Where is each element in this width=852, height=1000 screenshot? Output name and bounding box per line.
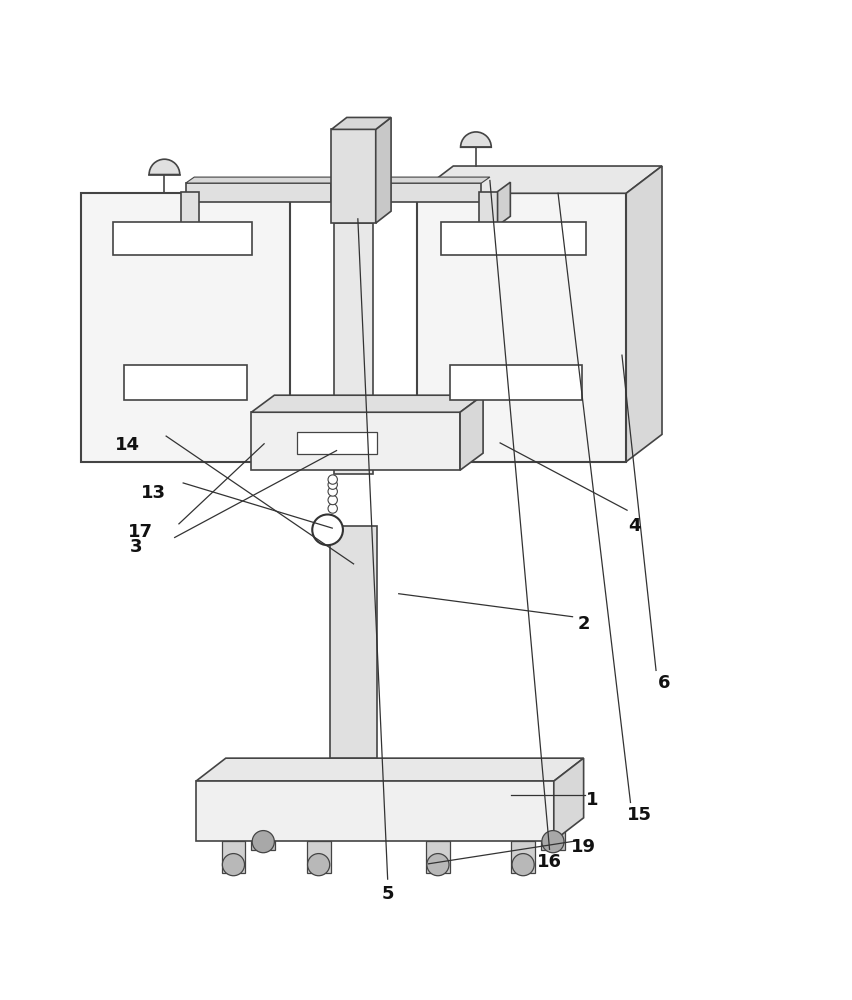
Wedge shape [461, 132, 492, 147]
Bar [376, 183, 481, 202]
Circle shape [427, 854, 449, 876]
Bar [541, 818, 565, 850]
Text: 6: 6 [659, 674, 671, 692]
Bar [181, 192, 199, 226]
Bar [331, 129, 376, 223]
Bar [450, 365, 582, 400]
Text: 4: 4 [629, 517, 641, 535]
Bar [511, 841, 535, 873]
Polygon shape [498, 182, 510, 226]
Bar [297, 432, 377, 454]
Bar [251, 412, 460, 470]
Polygon shape [196, 781, 554, 841]
Polygon shape [417, 166, 662, 193]
Polygon shape [376, 177, 490, 183]
Text: 14: 14 [115, 436, 141, 454]
Bar [330, 526, 377, 758]
Bar [426, 841, 450, 873]
Text: 5: 5 [382, 885, 394, 903]
Text: 1: 1 [586, 791, 598, 809]
Bar [81, 193, 290, 462]
Bar [479, 192, 498, 226]
Text: 3: 3 [130, 538, 142, 556]
Polygon shape [196, 758, 584, 781]
Circle shape [542, 831, 564, 853]
Bar [334, 223, 372, 474]
Circle shape [252, 831, 274, 853]
Polygon shape [186, 177, 340, 183]
Circle shape [512, 854, 534, 876]
Text: 16: 16 [537, 853, 562, 871]
Polygon shape [331, 117, 391, 129]
Text: 15: 15 [626, 806, 652, 824]
Circle shape [222, 854, 245, 876]
Bar [222, 841, 245, 873]
Text: 13: 13 [141, 484, 166, 502]
Text: 17: 17 [128, 523, 153, 541]
Bar [113, 222, 252, 255]
Circle shape [328, 480, 337, 489]
Bar [441, 222, 586, 255]
Polygon shape [554, 758, 584, 841]
Bar [124, 365, 247, 400]
Circle shape [312, 514, 343, 545]
Bar [251, 818, 275, 850]
Circle shape [328, 475, 337, 484]
Text: 19: 19 [571, 838, 596, 856]
Bar [417, 193, 626, 462]
Circle shape [328, 495, 337, 505]
Polygon shape [460, 395, 483, 470]
Bar [307, 841, 331, 873]
Text: 2: 2 [578, 615, 590, 633]
Circle shape [328, 504, 337, 513]
Polygon shape [626, 166, 662, 462]
Circle shape [328, 487, 337, 496]
Wedge shape [149, 159, 180, 175]
Polygon shape [376, 117, 391, 223]
Bar [186, 183, 331, 202]
Circle shape [308, 854, 330, 876]
Polygon shape [251, 395, 483, 412]
